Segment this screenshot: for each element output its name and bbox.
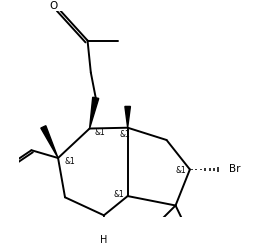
Polygon shape [90,97,99,129]
Text: &1: &1 [119,130,130,139]
Polygon shape [125,106,130,128]
Text: &1: &1 [113,190,124,199]
Text: Br: Br [229,164,241,174]
Polygon shape [101,215,107,235]
Text: &1: &1 [64,157,75,166]
Polygon shape [41,126,58,158]
Text: &1: &1 [175,166,186,174]
Text: H: H [100,234,108,244]
Text: &1: &1 [95,128,106,137]
Text: O: O [49,1,58,11]
